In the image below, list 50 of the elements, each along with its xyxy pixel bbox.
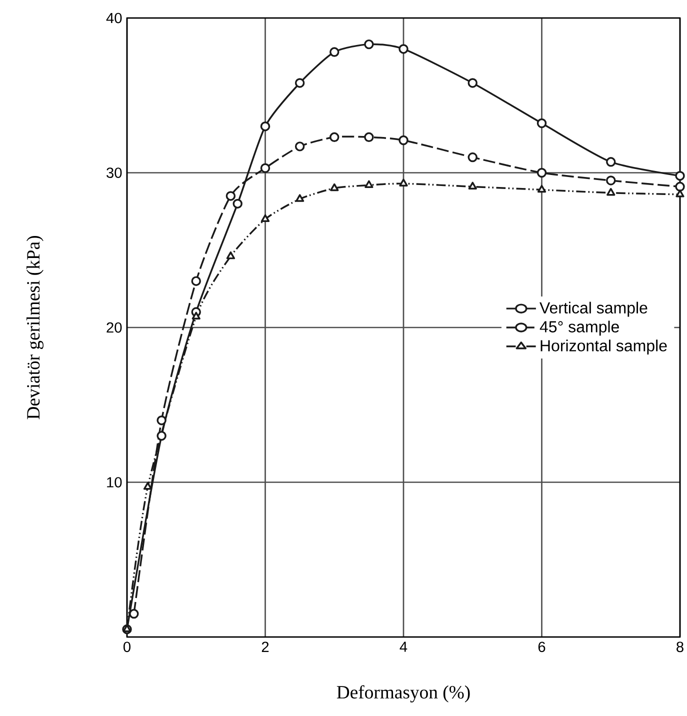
point xyxy=(156,430,166,441)
point xyxy=(398,135,408,146)
point xyxy=(364,132,374,142)
x-tick-label: 8 xyxy=(676,642,684,652)
point xyxy=(129,608,139,619)
point xyxy=(676,190,684,198)
point xyxy=(606,188,616,196)
point xyxy=(295,194,304,202)
point xyxy=(468,152,478,162)
point xyxy=(675,182,685,192)
point xyxy=(398,44,408,54)
point xyxy=(260,121,270,132)
x-tick-label: 4 xyxy=(400,642,408,652)
point xyxy=(226,191,236,201)
point xyxy=(330,183,339,192)
point xyxy=(232,198,242,209)
y-tick-label: 10 xyxy=(107,477,122,488)
point xyxy=(192,312,200,320)
legend-label: Horizontal sample xyxy=(540,340,667,355)
point xyxy=(536,168,547,178)
point xyxy=(191,276,201,286)
point xyxy=(260,163,270,173)
point xyxy=(143,482,152,490)
legend-label: 45° sample xyxy=(540,320,619,336)
point xyxy=(330,132,340,142)
point xyxy=(260,214,270,222)
point xyxy=(536,118,547,128)
point xyxy=(606,176,616,186)
point xyxy=(226,251,236,260)
x-tick-label: 0 xyxy=(123,642,130,652)
y-tick-label: 30 xyxy=(106,168,122,178)
point xyxy=(675,170,685,181)
x-tick-label: 6 xyxy=(538,642,546,652)
point xyxy=(330,47,340,57)
y-tick-label: 40 xyxy=(106,12,122,24)
y-tick-label: 20 xyxy=(106,322,122,333)
point xyxy=(537,184,546,193)
x-tick-label: 2 xyxy=(262,642,269,652)
y-axis-title: Deviatör gerilmesi (kPa) xyxy=(26,236,44,420)
point xyxy=(364,39,374,50)
point xyxy=(606,157,616,167)
x-axis-title: Deformasyon (%) xyxy=(336,685,470,702)
point xyxy=(468,182,477,190)
point xyxy=(294,142,305,152)
point xyxy=(468,78,478,88)
point xyxy=(364,180,374,188)
point xyxy=(156,415,166,426)
point xyxy=(294,78,305,88)
point xyxy=(399,178,408,186)
legend-label: Vertical sample xyxy=(540,302,648,317)
